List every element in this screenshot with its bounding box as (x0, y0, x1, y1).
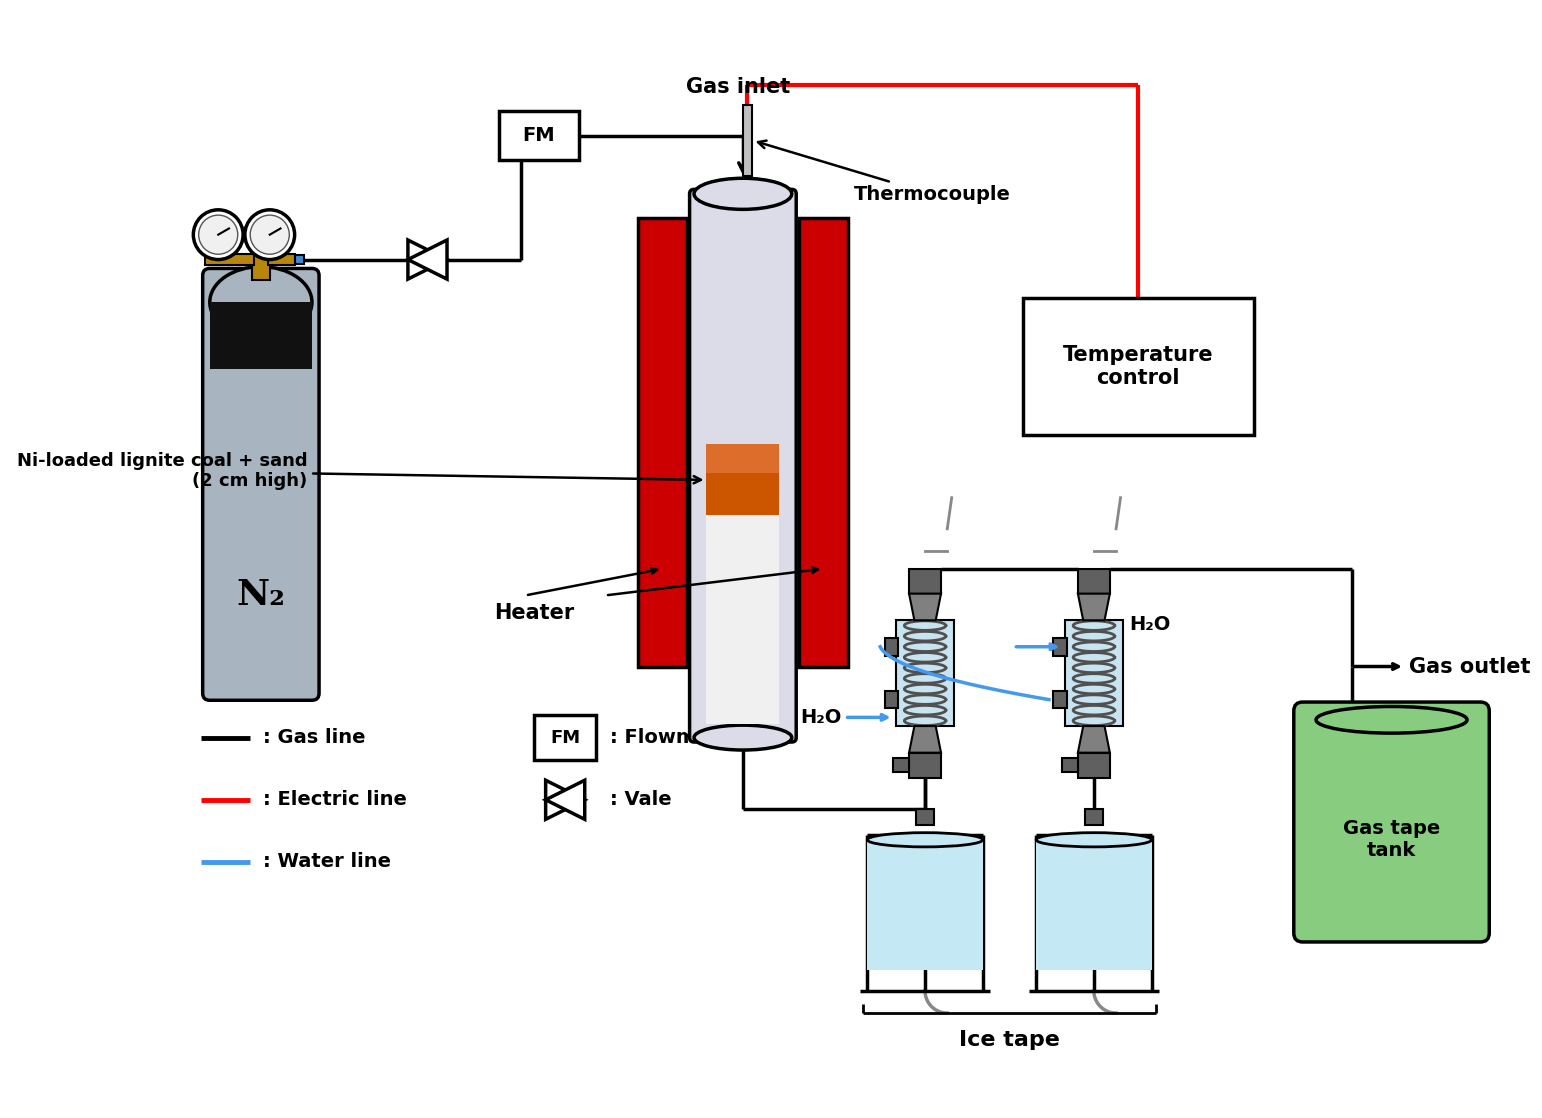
Bar (893, 758, 910, 773)
Text: : Vale: : Vale (609, 790, 671, 809)
Bar (1053, 638, 1067, 655)
Text: Ice tape: Ice tape (959, 1030, 1059, 1050)
Polygon shape (546, 780, 584, 819)
Ellipse shape (694, 726, 791, 750)
Bar (1036, 843, 1152, 970)
Polygon shape (546, 780, 584, 819)
Bar (205, 254, 254, 265)
Polygon shape (1078, 594, 1110, 620)
Text: Gas tape
tank: Gas tape tank (1343, 819, 1440, 860)
Ellipse shape (1315, 707, 1466, 733)
Bar (498, 111, 578, 160)
Bar (706, 444, 779, 515)
Bar (885, 638, 897, 655)
Bar (268, 254, 295, 265)
Bar (534, 716, 597, 760)
Polygon shape (409, 240, 447, 280)
Polygon shape (409, 240, 447, 280)
Polygon shape (910, 594, 941, 620)
Ellipse shape (867, 833, 982, 847)
Text: : Gas line: : Gas line (264, 728, 365, 747)
Ellipse shape (244, 221, 278, 240)
Circle shape (250, 215, 290, 254)
Bar (1053, 691, 1067, 709)
Circle shape (199, 215, 237, 254)
Text: H₂O: H₂O (1129, 615, 1170, 634)
Bar (867, 843, 982, 970)
Bar (1086, 808, 1103, 825)
Text: H₂O: H₂O (800, 708, 842, 727)
Bar (638, 218, 686, 666)
Bar (1078, 569, 1110, 594)
Circle shape (193, 210, 244, 259)
Bar (799, 218, 848, 666)
Text: : Water line: : Water line (264, 853, 392, 872)
Bar (910, 752, 941, 778)
Bar (885, 691, 897, 709)
FancyBboxPatch shape (1294, 702, 1490, 942)
Ellipse shape (694, 178, 791, 209)
Text: Gas outlet: Gas outlet (1409, 656, 1531, 676)
Polygon shape (910, 726, 941, 752)
Bar (1066, 620, 1123, 726)
Bar (706, 444, 779, 473)
Bar (251, 231, 270, 280)
Text: Heater: Heater (493, 604, 574, 623)
Text: : Flowmeter: : Flowmeter (609, 728, 742, 747)
FancyBboxPatch shape (202, 268, 319, 700)
Bar (743, 105, 752, 176)
Text: Ni-loaded lignite coal + sand
(2 cm high): Ni-loaded lignite coal + sand (2 cm high… (17, 452, 702, 491)
FancyBboxPatch shape (689, 189, 796, 742)
Bar (1078, 752, 1110, 778)
Bar (1022, 297, 1254, 436)
Circle shape (245, 210, 295, 259)
Text: Gas inlet: Gas inlet (686, 77, 791, 97)
Bar (706, 515, 779, 724)
Polygon shape (1078, 726, 1110, 752)
Bar (210, 302, 311, 369)
Text: FM: FM (523, 126, 555, 145)
Text: Thermocouple: Thermocouple (759, 141, 1012, 203)
Bar (896, 620, 954, 726)
Ellipse shape (1036, 833, 1152, 847)
Bar (916, 808, 934, 825)
Ellipse shape (210, 267, 311, 338)
Bar (910, 569, 941, 594)
Text: N₂: N₂ (236, 578, 285, 613)
Text: : Electric line: : Electric line (264, 790, 407, 809)
Text: FM: FM (550, 729, 580, 747)
Bar (295, 255, 304, 264)
Text: Temperature
control: Temperature control (1062, 345, 1214, 388)
Bar (1062, 758, 1078, 773)
